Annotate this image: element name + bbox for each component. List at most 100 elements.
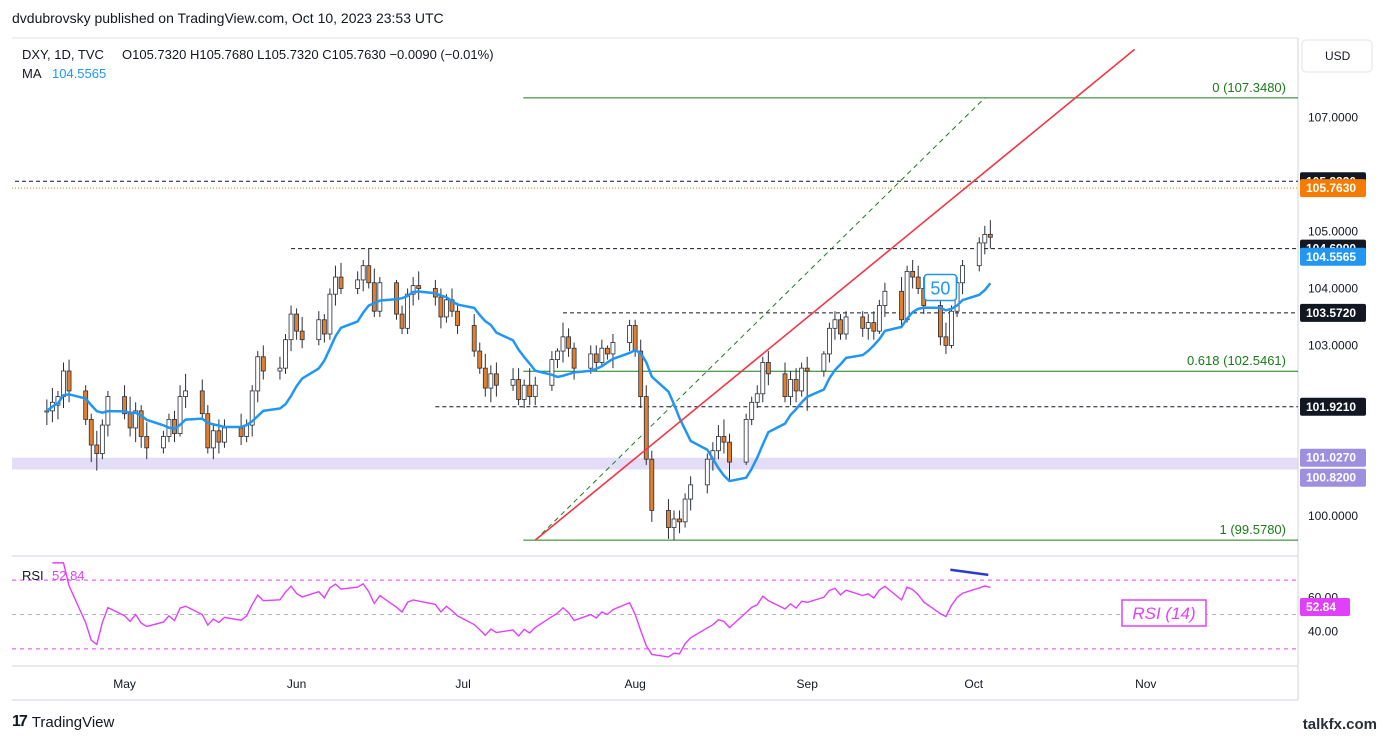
candle-2023-09-29 [960,260,965,295]
candle-body [677,518,682,523]
candle-body [83,390,89,420]
candle-body [799,367,805,392]
candle-body [671,518,677,528]
candle-body [99,424,105,454]
candle-2023-05-24 [249,385,255,437]
candle-body [549,359,555,386]
candle-body [355,279,361,289]
zone-upper-tag: 101.0270 [1306,451,1356,465]
candle-2023-07-06 [488,365,494,403]
y-tick-label: 104.0000 [1308,281,1358,295]
candle-2023-05-29 [277,356,283,380]
candle-body [643,396,649,460]
candle-body [599,347,605,363]
candle-body [488,373,494,389]
candle-2023-05-04 [138,405,144,448]
rsi-value: 52.84 [52,568,85,583]
ma-price-tag-bg [1300,247,1366,266]
candle-body [516,379,521,400]
fib-diagonal [534,97,986,541]
candle-2023-06-16 [377,277,383,317]
tradingview-logo-icon: 17 [12,713,28,730]
candle-2023-04-24 [83,385,89,426]
watermark: talkfx.com [1302,716,1377,733]
candle-2023-06-05 [316,311,322,346]
candle-body [260,356,266,372]
level-tag-101.9210: 101.9210 [1306,400,1356,414]
candle-2023-09-05 [827,322,832,363]
candle-2023-07-03 [471,314,477,357]
support-zone [12,457,1298,470]
candle-body [588,353,594,369]
candle-body [865,322,871,329]
candle-2023-04-20 [61,362,66,408]
rsi-line [52,562,991,658]
candle-2023-08-04 [649,450,655,522]
candle-body [294,313,300,332]
candle-body [160,436,166,449]
candle-2023-08-08 [671,510,677,541]
candle-2023-10-03 [982,225,988,255]
candle-2023-09-19 [904,265,910,323]
level-tag-101.9210-bg [1300,397,1366,416]
x-tick-May: May [113,677,136,691]
candle-body [605,347,610,355]
symbol-label: DXY, 1D, TVC [22,47,104,62]
candle-body [360,265,366,281]
publisher-info: dvdubrovsky published on TradingView.com… [12,10,444,26]
candle-2023-06-08 [333,265,338,306]
candle-2023-05-03 [133,402,139,443]
candle-2023-07-18 [555,348,560,369]
candle-body [760,362,766,395]
candle-body [727,441,732,463]
candle-2023-05-25 [255,351,261,403]
candle-2023-08-25 [765,351,771,386]
candle-body [593,353,599,363]
candle-2023-08-24 [760,356,766,403]
candle-body [982,233,988,244]
candle-body [249,390,255,426]
rsi-value-tag-bg [1300,598,1350,616]
candle-body [821,353,827,372]
ma-callout-box [923,273,958,302]
candle-2023-07-17 [549,351,555,391]
candle-2023-08-03 [643,385,649,465]
fib-label: 0.618 (102.5461) [1187,353,1286,368]
candle-2023-05-15 [199,379,205,420]
y-tick-label: 103.0000 [1308,338,1358,352]
candle-2023-04-27 [99,419,105,460]
rsi-plot-area [12,562,1298,658]
candle-2023-05-19 [222,419,227,448]
candle-2023-08-18 [727,433,732,482]
tradingview-footer[interactable]: 17 TradingView [12,713,114,731]
candle-2023-07-11 [516,368,521,406]
candle-body [455,310,460,326]
candle-2023-05-11 [177,385,183,437]
candle-2023-06-20 [399,305,405,334]
candle-body [915,276,921,289]
candle-2023-07-19 [560,322,566,363]
candle-body [210,430,216,449]
x-tick-Sep: Sep [797,677,819,691]
candle-2023-09-01 [804,356,810,411]
candle-body [899,290,904,321]
candle-body [649,458,655,511]
candle-body [666,510,671,528]
candle-body [704,458,710,486]
candle-body [371,282,377,312]
x-tick-Jun: Jun [287,677,306,691]
candle-body [627,325,632,343]
candle-2023-10-02 [976,237,982,272]
currency-button[interactable] [1301,39,1373,73]
candle-body [338,276,344,289]
zone-upper-tag-bg [1300,448,1366,467]
candle-body [88,418,94,446]
candle-2023-09-14 [876,299,882,334]
x-tick-Oct: Oct [964,677,983,691]
candle-2023-07-10 [510,368,516,391]
candle-2023-08-31 [799,362,805,397]
candle-2023-08-10 [682,493,688,528]
candle-body [832,319,838,329]
